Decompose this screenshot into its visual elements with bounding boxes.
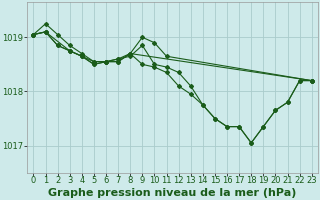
X-axis label: Graphe pression niveau de la mer (hPa): Graphe pression niveau de la mer (hPa) <box>48 188 297 198</box>
